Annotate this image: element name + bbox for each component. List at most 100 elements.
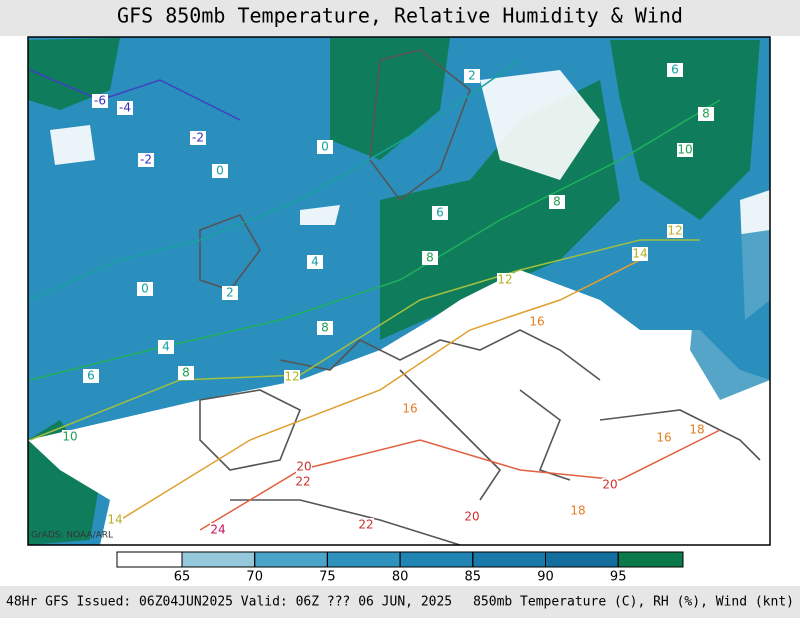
colorbar-label: 90 <box>537 570 554 585</box>
contour-label: 16 <box>402 402 417 416</box>
contour-label-bg <box>667 224 683 238</box>
colorbar-label: 95 <box>610 570 627 585</box>
contour-label-bg <box>138 153 154 167</box>
colorbar-segment <box>181 551 256 568</box>
contour-label: 16 <box>656 431 671 445</box>
contour-label: 6 <box>87 369 95 383</box>
contour-label-bg <box>158 340 174 354</box>
contour-label: 8 <box>321 321 329 335</box>
contour-label-bg <box>107 513 123 527</box>
contour-label: 22 <box>358 518 373 532</box>
contour-label-bg <box>222 286 238 300</box>
contour-label: 20 <box>602 478 617 492</box>
contour-label: 24 <box>210 523 225 537</box>
contour-label: 12 <box>497 273 512 287</box>
contour-label-bg <box>317 140 333 154</box>
contour-label: 18 <box>570 504 585 518</box>
colorbar-segment <box>326 551 401 568</box>
contour-label: 6 <box>436 206 444 220</box>
colorbar-label: 75 <box>319 570 336 585</box>
contour-label: -2 <box>192 131 204 145</box>
contour-label: 4 <box>162 340 170 354</box>
title-bar <box>0 0 800 36</box>
contour-label: -6 <box>94 94 106 108</box>
contour-label: 0 <box>216 164 224 178</box>
colorbar-segment <box>254 551 328 568</box>
contour-label-bg <box>667 63 683 77</box>
contour-label-bg <box>464 69 480 83</box>
contour-label: 10 <box>677 143 692 157</box>
contour-label: 2 <box>226 286 234 300</box>
colorbar-label: 85 <box>465 570 482 585</box>
contour-label-bg <box>83 369 99 383</box>
contour-label-bg <box>307 255 323 269</box>
contour-label-bg <box>296 460 312 474</box>
colorbar-segment <box>545 551 619 568</box>
contour-label: 10 <box>62 430 77 444</box>
colorbar-segment <box>116 551 183 568</box>
contour-label: 0 <box>141 282 149 296</box>
colorbar-segment <box>472 551 546 568</box>
contour-label-bg <box>137 282 153 296</box>
contour-label: 8 <box>553 195 561 209</box>
contour-label: 18 <box>689 423 704 437</box>
contour-label-bg <box>284 370 300 384</box>
contour-label-bg <box>92 94 108 108</box>
contour-label-bg <box>464 510 480 524</box>
colorbar-label: 65 <box>174 570 191 585</box>
contour-label-bg <box>432 206 448 220</box>
contour-label: 12 <box>284 370 299 384</box>
footer-right: 850mb Temperature (C), RH (%), Wind (knt… <box>473 595 794 610</box>
contour-label-bg <box>210 523 226 537</box>
contour-label-bg <box>497 273 513 287</box>
footer-bar <box>0 586 800 618</box>
contour-label-bg <box>178 366 194 380</box>
contour-label-bg <box>689 423 705 437</box>
contour-label-bg <box>549 195 565 209</box>
contour-label: 4 <box>311 255 319 269</box>
colorbar: 65 70 75 80 85 90 95 <box>116 551 684 585</box>
contour-label-bg <box>402 402 418 416</box>
contour-label: -4 <box>119 101 131 115</box>
contour-label-bg <box>117 101 133 115</box>
footer-left: 48Hr GFS Issued: 06Z04JUN2025 Valid: 06Z… <box>6 595 452 610</box>
contour-label: 14 <box>107 513 122 527</box>
contour-label: 12 <box>667 224 682 238</box>
contour-label-bg <box>602 478 618 492</box>
contour-label-bg <box>190 131 206 145</box>
contour-label-bg <box>656 431 672 445</box>
colorbar-segment <box>617 551 684 568</box>
contour-label: 8 <box>426 251 434 265</box>
title: GFS 850mb Temperature, Relative Humidity… <box>117 4 683 28</box>
contour-label-bg <box>358 518 374 532</box>
contour-label: -2 <box>140 153 152 167</box>
colorbar-segment <box>399 551 474 568</box>
contour-label: 2 <box>468 69 476 83</box>
contour-label: 22 <box>295 475 310 489</box>
contour-label: 20 <box>296 460 311 474</box>
contour-label: 8 <box>702 107 710 121</box>
contour-label-bg <box>317 321 333 335</box>
contour-label: 8 <box>182 366 190 380</box>
map-frame <box>27 36 771 546</box>
colorbar-label: 80 <box>392 570 409 585</box>
credit: GrADS: NOAA/ARL <box>31 531 113 541</box>
contour-label: 20 <box>464 510 479 524</box>
contour-label: 14 <box>632 247 647 261</box>
contour-label-bg <box>422 251 438 265</box>
contour-label-bg <box>570 504 586 518</box>
contour-label: 6 <box>671 63 679 77</box>
contour-label: 0 <box>321 140 329 154</box>
contour-label-bg <box>677 143 693 157</box>
contour-label-bg <box>698 107 714 121</box>
map <box>28 37 770 546</box>
contour-label-bg <box>62 430 78 444</box>
contour-label: 16 <box>529 315 544 329</box>
contour-label-bg <box>529 315 545 329</box>
contour-label-bg <box>295 475 311 489</box>
contour-label-bg <box>632 247 648 261</box>
contour-label-bg <box>212 164 228 178</box>
colorbar-label: 70 <box>246 570 263 585</box>
